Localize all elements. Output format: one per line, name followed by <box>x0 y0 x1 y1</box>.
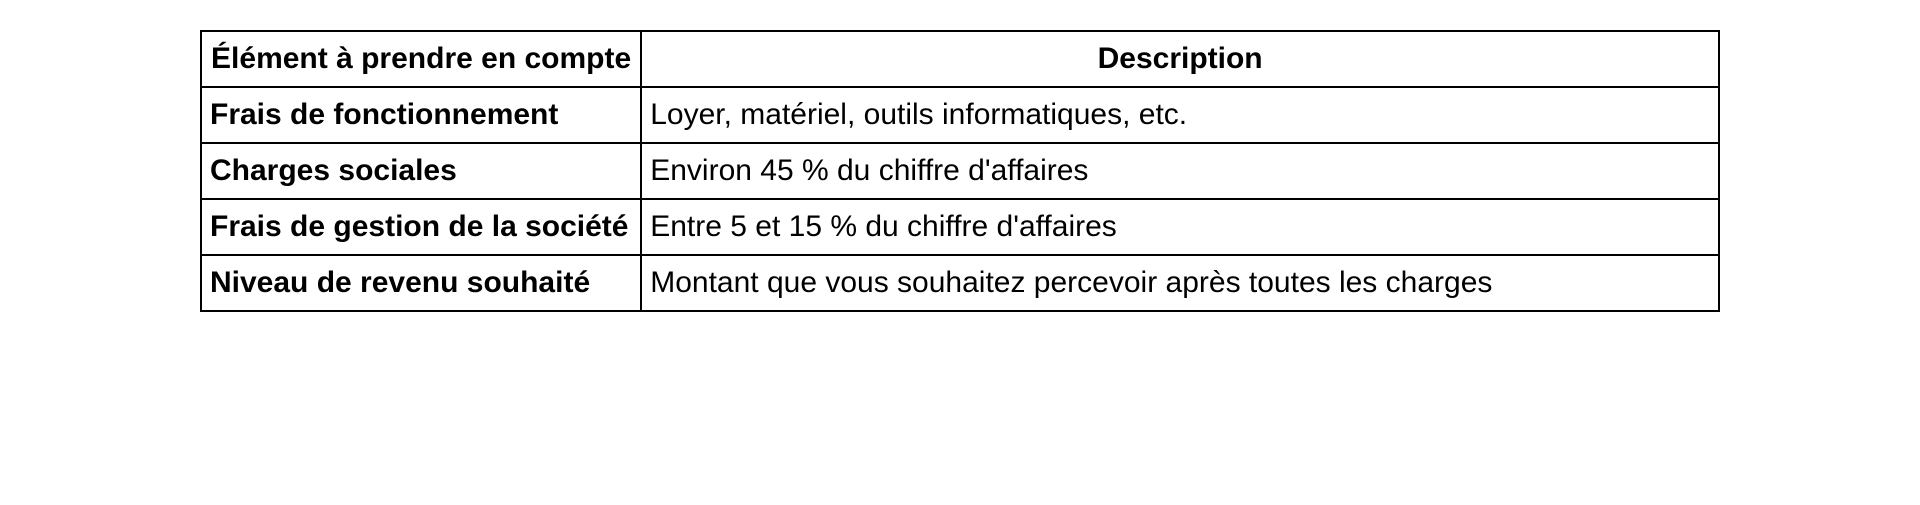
row-element-label: Frais de fonctionnement <box>201 87 641 143</box>
column-header-description: Description <box>641 31 1719 87</box>
row-description: Montant que vous souhaitez percevoir apr… <box>641 255 1719 311</box>
table-row: Niveau de revenu souhaité Montant que vo… <box>201 255 1719 311</box>
table-header-row: Élément à prendre en compte Description <box>201 31 1719 87</box>
row-description: Environ 45 % du chiffre d'affaires <box>641 143 1719 199</box>
table-row: Charges sociales Environ 45 % du chiffre… <box>201 143 1719 199</box>
row-description: Entre 5 et 15 % du chiffre d'affaires <box>641 199 1719 255</box>
table-row: Frais de gestion de la société Entre 5 e… <box>201 199 1719 255</box>
column-header-element: Élément à prendre en compte <box>201 31 641 87</box>
row-element-label: Frais de gestion de la société <box>201 199 641 255</box>
table-row: Frais de fonctionnement Loyer, matériel,… <box>201 87 1719 143</box>
row-element-label: Niveau de revenu souhaité <box>201 255 641 311</box>
row-element-label: Charges sociales <box>201 143 641 199</box>
row-description: Loyer, matériel, outils informatiques, e… <box>641 87 1719 143</box>
pricing-elements-table: Élément à prendre en compte Description … <box>200 30 1720 312</box>
